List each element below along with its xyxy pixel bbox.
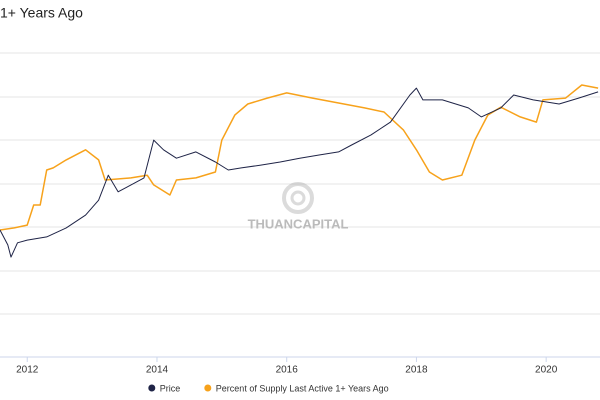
x-tick-label: 2012 xyxy=(16,365,39,376)
series-line xyxy=(0,84,599,231)
watermark: THUANCAPITAL xyxy=(248,216,349,231)
legend: Price Percent of Supply Last Active 1+ Ye… xyxy=(148,383,389,393)
legend-label: Price xyxy=(160,383,181,393)
legend-marker xyxy=(148,384,156,392)
x-tick-label: 2014 xyxy=(146,365,169,376)
legend-label: Percent of Supply Last Active 1+ Years A… xyxy=(216,383,389,393)
x-tick-label: 2020 xyxy=(535,365,558,376)
x-tick-label: 2016 xyxy=(276,365,299,376)
watermark-logo xyxy=(282,182,314,214)
chart-title: 1+ Years Ago xyxy=(0,5,83,21)
gridlines xyxy=(0,52,600,358)
x-tick-label: 2018 xyxy=(405,365,428,376)
legend-marker xyxy=(204,384,212,392)
series-line xyxy=(0,87,599,258)
